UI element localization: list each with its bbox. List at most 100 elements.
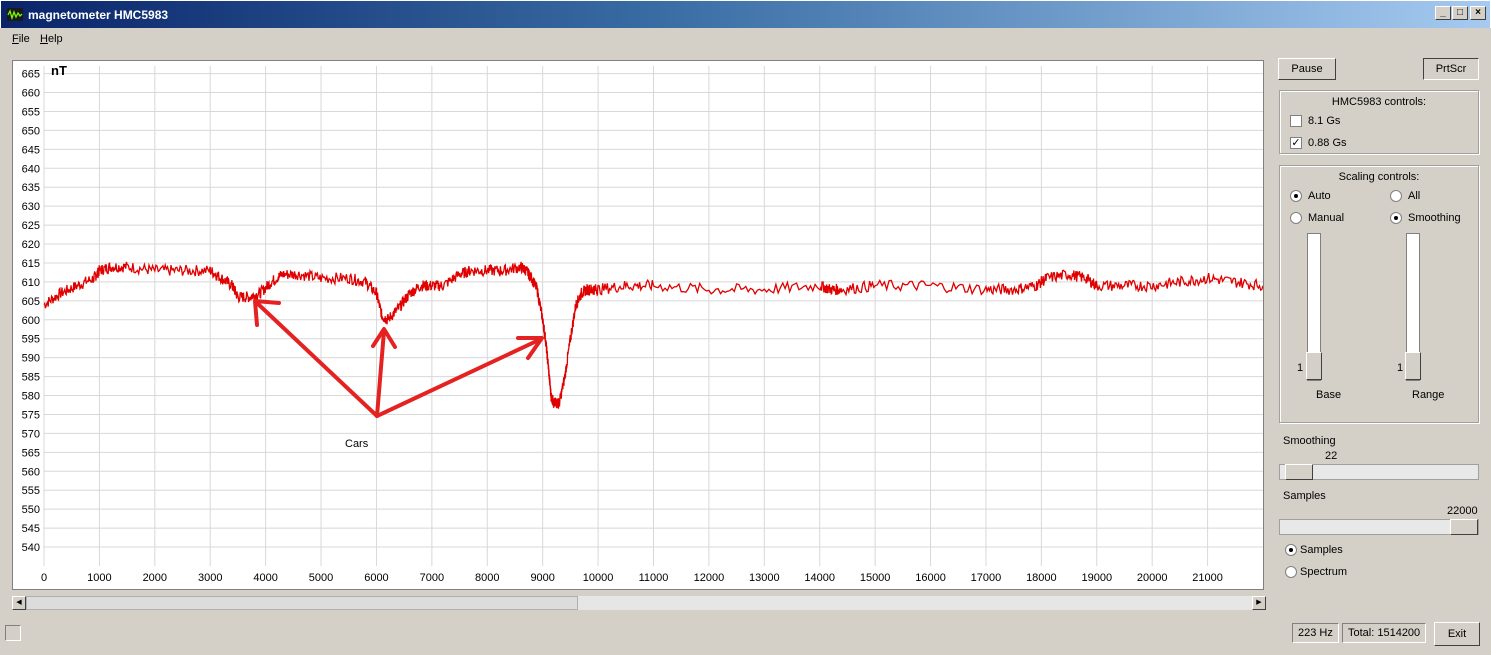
y-tick-label: 600	[22, 315, 40, 327]
x-tick-label: 21000	[1192, 572, 1223, 584]
y-tick-label: 635	[22, 182, 40, 194]
menu-help-label: elp	[47, 33, 63, 45]
gs-8-1-checkbox[interactable]	[1290, 115, 1302, 127]
x-tick-label: 14000	[804, 572, 835, 584]
radio-dot-icon	[1394, 216, 1398, 220]
y-tick-label: 585	[22, 372, 40, 384]
menu-file[interactable]: File	[12, 33, 30, 45]
x-tick-label: 0	[41, 572, 47, 584]
y-tick-label: 610	[22, 277, 40, 289]
base-value: 1	[1297, 362, 1304, 374]
y-tick-label: 545	[22, 523, 40, 535]
samples-slider-value: 22000	[1447, 505, 1478, 517]
y-tick-label: 655	[22, 106, 40, 118]
y-tick-label: 660	[22, 88, 40, 100]
range-slider-thumb[interactable]	[1405, 352, 1421, 380]
scaling-controls-group: Scaling controls: Auto All Manual Smooth…	[1279, 165, 1479, 423]
radio-smoothing[interactable]	[1390, 212, 1402, 224]
annotation-arrows	[253, 299, 544, 418]
auto-label: Auto	[1308, 190, 1331, 202]
minimize-button[interactable]: _	[1435, 6, 1451, 20]
menu-help-accelerator: H	[40, 33, 48, 45]
samples-mode-label: Samples	[1300, 544, 1343, 556]
smoothing-slider-value: 22	[1325, 450, 1338, 462]
status-indicator	[5, 625, 21, 641]
smoothing-slider-label: Smoothing	[1283, 435, 1336, 447]
x-tick-label: 15000	[860, 572, 891, 584]
y-tick-label: 605	[22, 296, 40, 308]
y-tick-label: 620	[22, 239, 40, 251]
y-axis-unit-label: nT	[51, 63, 67, 78]
y-tick-label: 570	[22, 428, 40, 440]
y-tick-label: 630	[22, 201, 40, 213]
base-slider-thumb[interactable]	[1306, 352, 1322, 380]
x-tick-label: 4000	[253, 572, 277, 584]
prtscr-button[interactable]: PrtScr	[1423, 58, 1479, 80]
menu-bar: File Help	[0, 28, 1491, 50]
x-tick-label: 12000	[694, 572, 725, 584]
x-tick-label: 10000	[583, 572, 614, 584]
scroll-left-icon[interactable]: ◀	[12, 596, 26, 610]
range-slider[interactable]	[1405, 233, 1421, 381]
samples-slider[interactable]	[1279, 519, 1479, 535]
radio-all[interactable]	[1390, 190, 1402, 202]
magnetometer-chart: 540 545 550 555 560 565 570 575 580 585 590 595 600 6…	[22, 63, 1263, 584]
radio-auto[interactable]	[1290, 190, 1302, 202]
pause-button[interactable]: Pause	[1278, 58, 1336, 80]
radio-samples[interactable]	[1285, 544, 1297, 556]
range-label: Range	[1412, 389, 1445, 401]
plot-area[interactable]: 540 545 550 555 560 565 570 575 580 585 590 595 600 6…	[12, 60, 1264, 590]
scroll-right-icon[interactable]: ▶	[1252, 596, 1266, 610]
annotation-cars-label: Cars	[345, 438, 369, 450]
x-tick-label: 16000	[915, 572, 946, 584]
radio-spectrum[interactable]	[1285, 566, 1297, 578]
maximize-button[interactable]: □	[1452, 6, 1468, 20]
scroll-thumb[interactable]	[26, 596, 578, 610]
menu-help[interactable]: Help	[40, 33, 63, 45]
samples-slider-thumb[interactable]	[1450, 519, 1478, 535]
manual-label: Manual	[1308, 212, 1345, 224]
y-tick-label: 625	[22, 220, 40, 232]
x-tick-label: 3000	[198, 572, 222, 584]
sample-rate-status: 223 Hz	[1292, 623, 1339, 643]
x-tick-label: 9000	[530, 572, 554, 584]
y-tick-label: 575	[22, 409, 40, 421]
radio-dot-icon	[1289, 548, 1293, 552]
horizontal-scrollbar[interactable]: ◀ ▶	[12, 596, 1266, 610]
base-label: Base	[1316, 389, 1342, 401]
total-samples-status: Total: 1514200	[1342, 623, 1427, 643]
y-tick-label: 615	[22, 258, 40, 270]
x-tick-label: 7000	[420, 572, 444, 584]
series-line	[43, 261, 1263, 409]
radio-manual[interactable]	[1290, 212, 1302, 224]
smoothing-radio-label: Smoothing	[1408, 212, 1461, 224]
window-title: magnetometer HMC5983	[28, 8, 169, 22]
x-tick-label: 5000	[309, 572, 333, 584]
gs-0-88-label: 0.88 Gs	[1308, 137, 1347, 149]
check-mark-icon: ✓	[1291, 137, 1301, 149]
y-tick-label: 560	[22, 466, 40, 478]
gs-0-88-checkbox[interactable]: ✓	[1290, 137, 1302, 149]
y-tick-label: 645	[22, 144, 40, 156]
smoothing-slider[interactable]	[1279, 464, 1479, 480]
exit-button[interactable]: Exit	[1434, 622, 1480, 646]
close-button[interactable]: ×	[1470, 6, 1486, 20]
base-slider[interactable]	[1306, 233, 1322, 381]
y-tick-label: 595	[22, 334, 40, 346]
spectrum-mode-label: Spectrum	[1300, 566, 1348, 578]
smoothing-slider-thumb[interactable]	[1285, 464, 1314, 480]
y-tick-label: 565	[22, 447, 40, 459]
x-tick-label: 1000	[87, 572, 111, 584]
y-tick-label: 550	[22, 504, 40, 516]
y-tick-label: 665	[22, 69, 40, 81]
radio-dot-icon	[1294, 194, 1298, 198]
x-tick-label: 17000	[971, 572, 1002, 584]
x-tick-label: 20000	[1137, 572, 1168, 584]
x-tick-label: 8000	[475, 572, 499, 584]
y-tick-label: 650	[22, 125, 40, 137]
title-bar[interactable]: magnetometer HMC5983 _ □ ×	[0, 0, 1491, 28]
gs-8-1-label: 8.1 Gs	[1308, 115, 1341, 127]
all-label: All	[1408, 190, 1421, 202]
hmc-controls-title: HMC5983 controls:	[1331, 96, 1427, 108]
range-value: 1	[1397, 362, 1404, 374]
